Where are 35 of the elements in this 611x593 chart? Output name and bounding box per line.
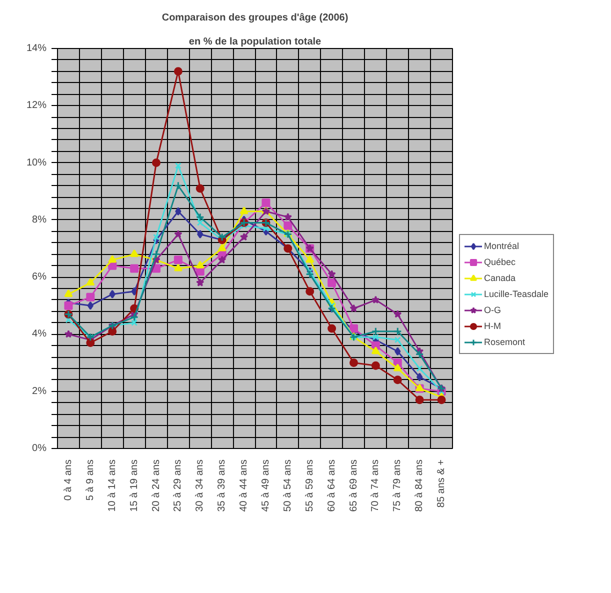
x-tick-label: 50 à 54 ans [282,460,294,512]
y-tick-label: 10% [26,157,47,168]
y-tick-label: 0% [32,443,47,454]
x-tick-label: 70 à 74 ans [370,460,382,512]
x-tick-label: 55 à 59 ans [304,460,316,512]
x-tick-label: 5 à 9 ans [84,459,96,501]
x-tick-label: 40 à 44 ans [238,460,250,512]
x-tick-label: 20 à 24 ans [150,460,162,512]
x-tick-label: 25 à 29 ans [172,460,184,512]
legend-label: Canada [484,272,516,285]
legend-label: Montréal [484,240,520,253]
chart-subtitle: en % de la population totale [188,36,322,48]
x-tick-label: 85 ans & + [436,459,448,508]
legend-label: Québec [484,256,516,269]
x-tick-label: 45 à 49 ans [260,460,272,512]
x-tick-label: 35 à 39 ans [216,460,228,512]
x-tick-label: 65 à 69 ans [348,460,360,512]
x-tick-label: 80 à 84 ans [414,460,426,512]
y-tick-label: 14% [26,43,47,54]
y-tick-label: 12% [26,100,47,112]
legend-label: Rosemont [484,336,526,349]
x-tick-label: 10 à 14 ans [106,460,118,512]
x-tick-label: 60 à 64 ans [326,460,338,512]
legend-label: H-M [484,320,502,333]
x-tick-label: 15 à 19 ans [128,460,140,512]
y-tick-label: 6% [32,272,47,283]
x-tick-label: 0 à 4 ans [62,459,74,501]
y-tick-label: 8% [32,214,47,226]
chart-title: Comparaison des groupes d'âge (2006) [162,12,348,24]
y-tick-label: 4% [32,328,47,340]
x-tick-label: 75 à 79 ans [392,460,404,512]
x-tick-label: 30 à 34 ans [194,460,206,512]
y-tick-label: 2% [32,386,47,397]
legend-label: O-G [484,304,502,317]
legend-label: Lucille-Teasdale [484,288,549,301]
